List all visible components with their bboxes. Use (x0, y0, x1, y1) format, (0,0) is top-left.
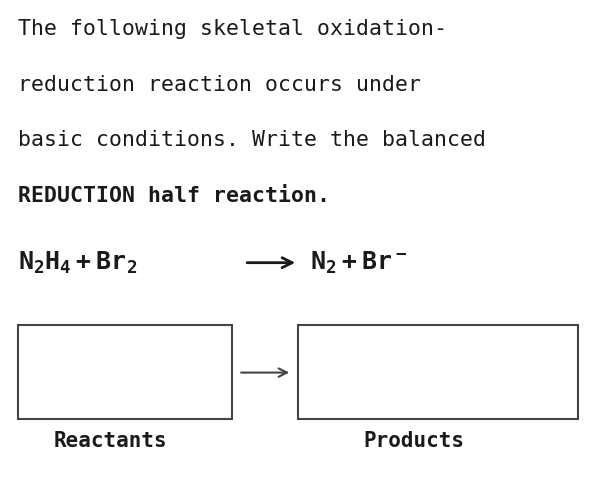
Text: The following skeletal oxidation-: The following skeletal oxidation- (18, 19, 447, 39)
Text: $\mathregular{N_2 + Br^-}$: $\mathregular{N_2 + Br^-}$ (310, 250, 407, 276)
Bar (18, 325, 232, 419)
Text: Reactants: Reactants (54, 431, 167, 451)
Text: basic conditions. Write the balanced: basic conditions. Write the balanced (18, 130, 486, 150)
Bar (298, 325, 578, 419)
Text: $\mathregular{N_2H_4 + Br_2}$: $\mathregular{N_2H_4 + Br_2}$ (18, 250, 137, 276)
Text: REDUCTION half reaction.: REDUCTION half reaction. (18, 186, 330, 205)
Text: Products: Products (364, 431, 465, 451)
Text: reduction reaction occurs under: reduction reaction occurs under (18, 75, 421, 94)
